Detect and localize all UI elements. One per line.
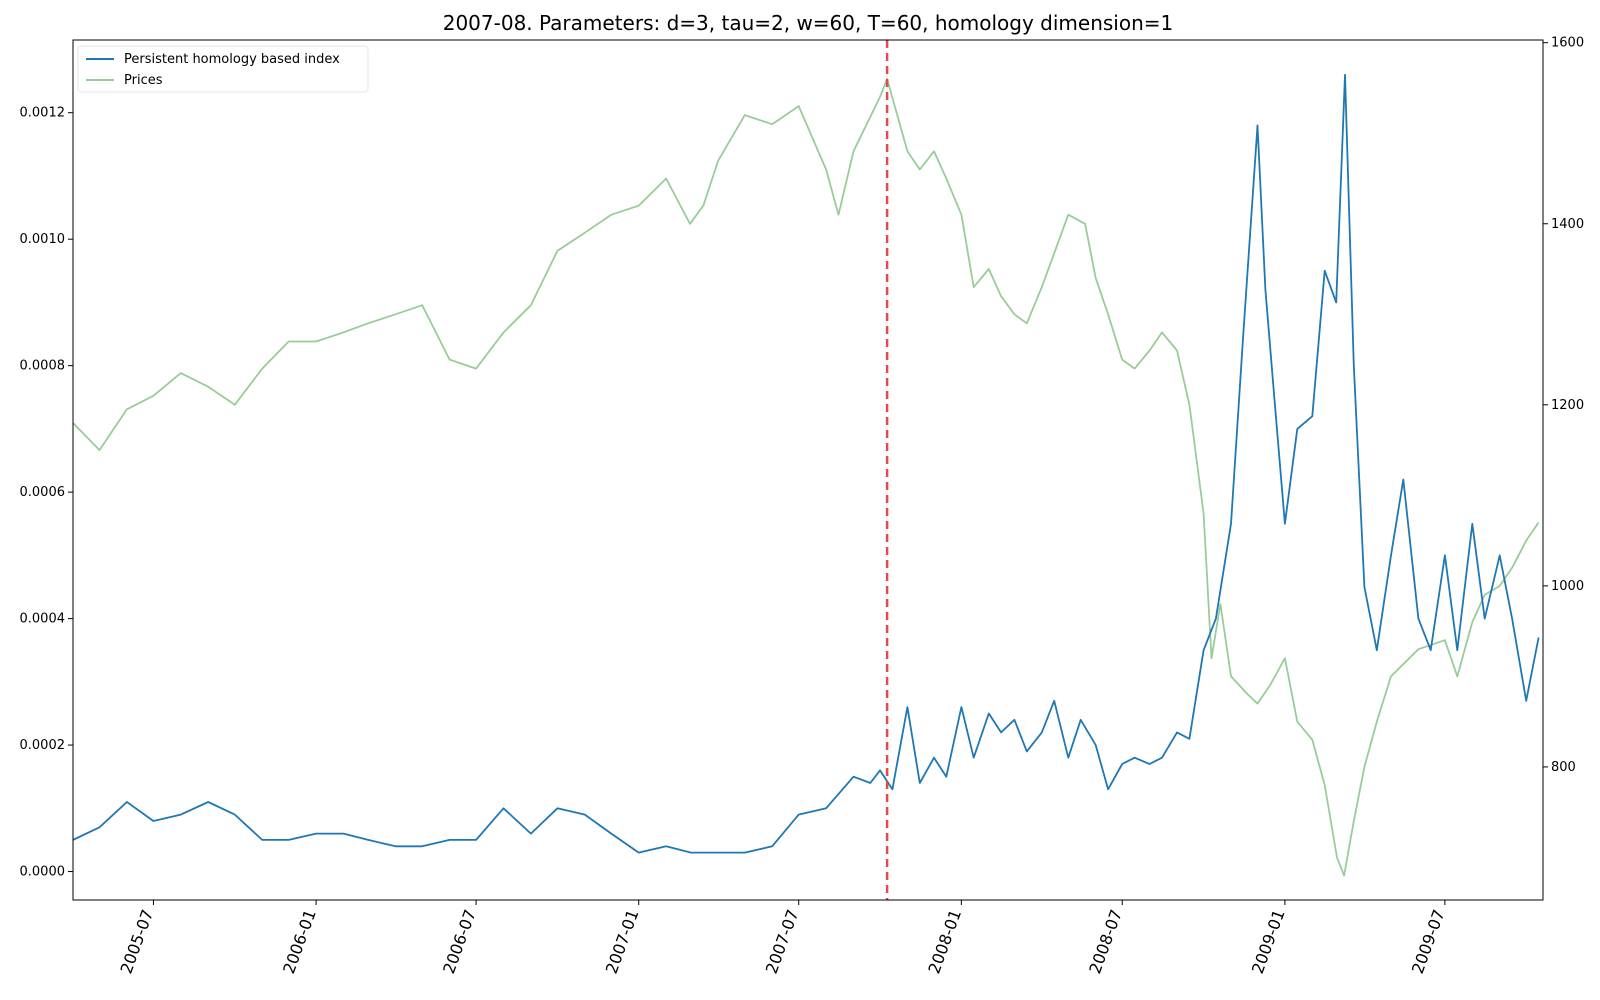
- y-left-tick-label: 0.0012: [20, 106, 66, 121]
- y-right-tick-label: 1400: [1551, 217, 1584, 232]
- legend-label-prices: Prices: [124, 73, 163, 88]
- y-right-axis: 800 1000 1200 1400 1600: [1543, 36, 1584, 775]
- x-tick-label: 2009-07: [1408, 907, 1449, 976]
- y-right-tick-label: 800: [1551, 760, 1576, 775]
- y-left-tick-label: 0.0000: [20, 865, 66, 880]
- legend-label-index: Persistent homology based index: [124, 52, 340, 67]
- chart-title: 2007-08. Parameters: d=3, tau=2, w=60, T…: [443, 11, 1174, 35]
- y-left-tick-label: 0.0004: [20, 612, 66, 627]
- x-tick-label: 2006-07: [439, 907, 480, 976]
- y-right-tick-label: 1600: [1551, 36, 1584, 51]
- y-right-tick-label: 1200: [1551, 398, 1584, 413]
- x-tick-label: 2007-07: [762, 907, 803, 976]
- series-line-prices: [73, 78, 1540, 877]
- y-left-tick-label: 0.0010: [20, 232, 66, 247]
- y-left-axis: 0.0000 0.0002 0.0004 0.0006 0.0008 0.0010 0.00…: [20, 106, 73, 880]
- x-tick-label: 2005-07: [116, 907, 157, 976]
- x-tick-label: 2009-01: [1248, 907, 1289, 976]
- plot-frame: [72, 39, 1544, 901]
- x-tick-label: 2008-07: [1085, 907, 1126, 976]
- y-left-tick-label: 0.0006: [20, 485, 66, 500]
- x-tick-label: 2007-01: [602, 907, 643, 976]
- x-tick-label: 2006-01: [279, 907, 320, 976]
- y-right-tick-label: 1000: [1551, 579, 1584, 594]
- x-axis: 2005-07 2006-01 2006-07 2007-01 2007-07 2008-…: [116, 900, 1449, 976]
- series-line-index: [73, 73, 1540, 854]
- x-tick-label: 2008-01: [924, 907, 965, 976]
- y-left-tick-label: 0.0002: [20, 738, 66, 753]
- y-left-tick-label: 0.0008: [20, 359, 66, 374]
- legend-box: [77, 45, 369, 93]
- legend: Persistent homology based index Prices: [77, 45, 369, 93]
